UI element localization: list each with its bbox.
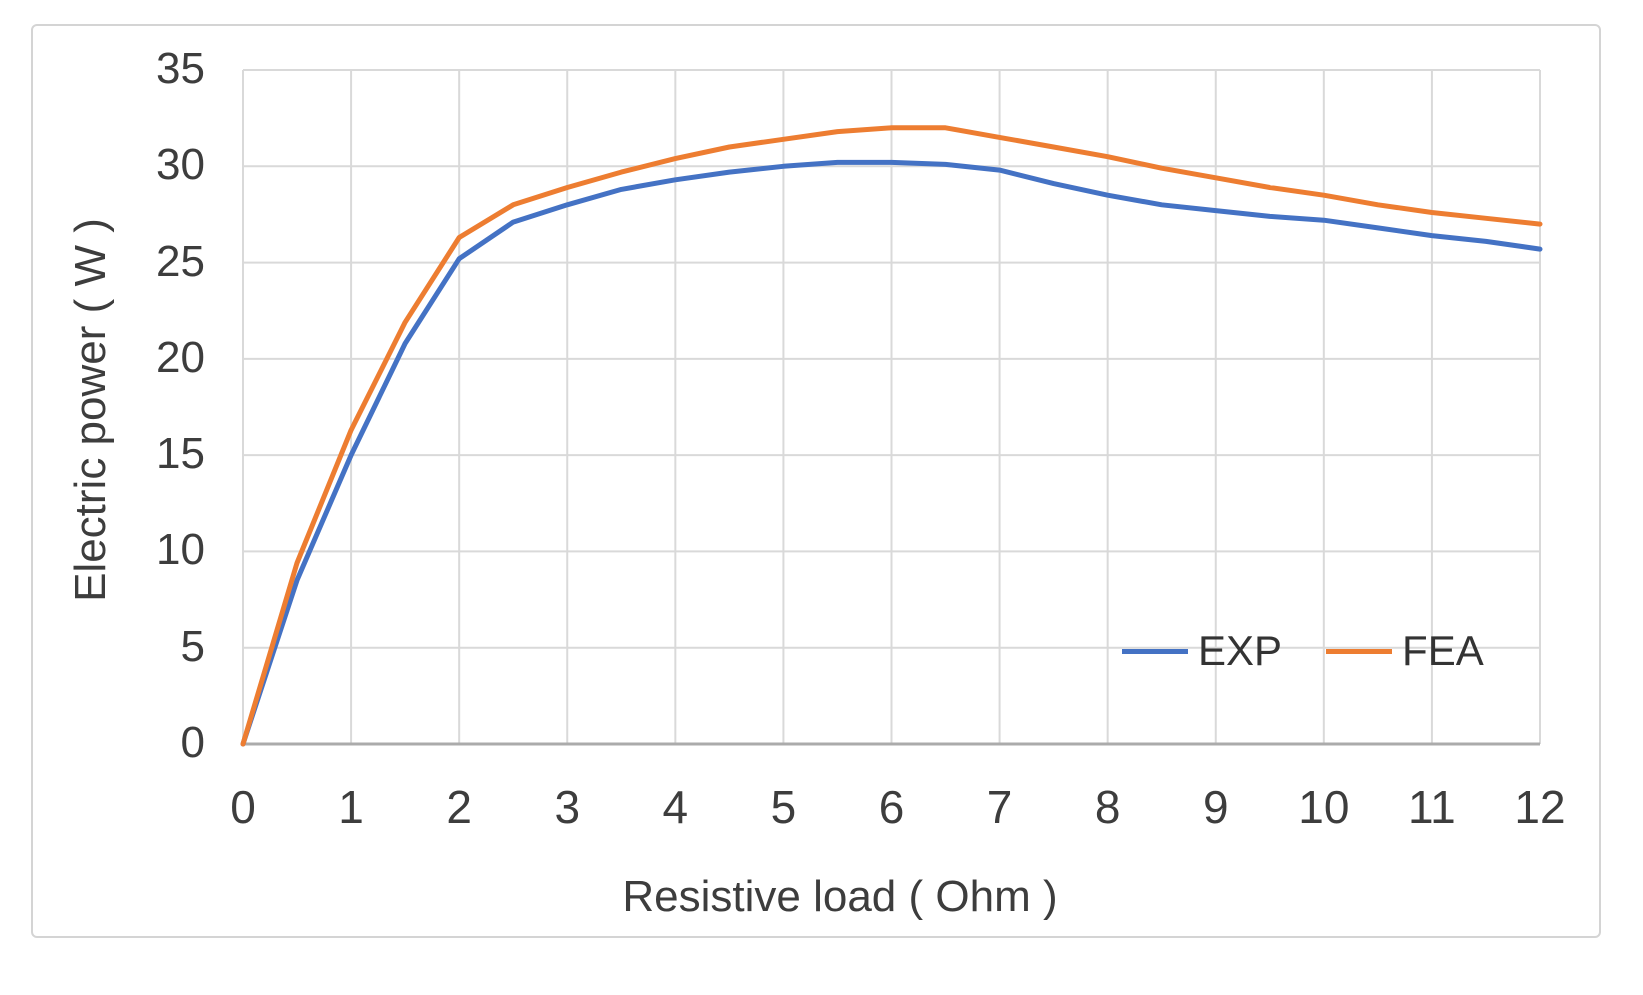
y-tick-label-20: 20 xyxy=(156,332,205,382)
y-tick-label-25: 25 xyxy=(156,236,205,286)
x-tick-label-7: 7 xyxy=(986,781,1013,833)
legend-item-fea: FEA xyxy=(1326,630,1484,672)
series-exp-line xyxy=(240,159,1543,747)
x-tick-label-4: 4 xyxy=(662,781,689,833)
x-tick-label-1: 1 xyxy=(338,781,364,833)
legend-swatch-exp xyxy=(1122,648,1188,654)
legend-item-exp: EXP xyxy=(1122,630,1282,672)
x-tick-label-0: 0 xyxy=(230,781,256,833)
x-tick-label-8: 8 xyxy=(1094,781,1121,833)
x-tick-label-2: 2 xyxy=(446,781,472,833)
legend-swatch-fea xyxy=(1326,648,1393,654)
y-tick-label-5: 5 xyxy=(180,621,205,671)
y-tick-label-10: 10 xyxy=(156,525,205,575)
y-tick-label-15: 15 xyxy=(156,429,205,479)
x-tick-label-12: 12 xyxy=(1514,781,1566,833)
legend-label-fea: FEA xyxy=(1402,627,1484,674)
x-tick-label-3: 3 xyxy=(554,781,581,833)
series-fea-line xyxy=(240,125,1543,747)
y-tick-label-30: 30 xyxy=(156,140,205,190)
x-tick-label-11: 11 xyxy=(1408,781,1456,833)
x-tick-label-10: 10 xyxy=(1298,781,1350,833)
y-axis-title: Electric power ( W ) xyxy=(66,218,115,602)
y-tick-label-35: 35 xyxy=(156,44,205,93)
x-tick-label-6: 6 xyxy=(878,781,905,833)
legend: EXP FEA xyxy=(1122,626,1484,676)
figure-border xyxy=(31,24,1601,938)
x-axis-title: Resistive load ( Ohm ) xyxy=(622,872,1058,921)
x-tick-label-5: 5 xyxy=(770,781,797,833)
x-tick-label-9: 9 xyxy=(1202,781,1229,833)
legend-label-exp: EXP xyxy=(1198,627,1283,674)
y-tick-label-0: 0 xyxy=(180,718,205,767)
